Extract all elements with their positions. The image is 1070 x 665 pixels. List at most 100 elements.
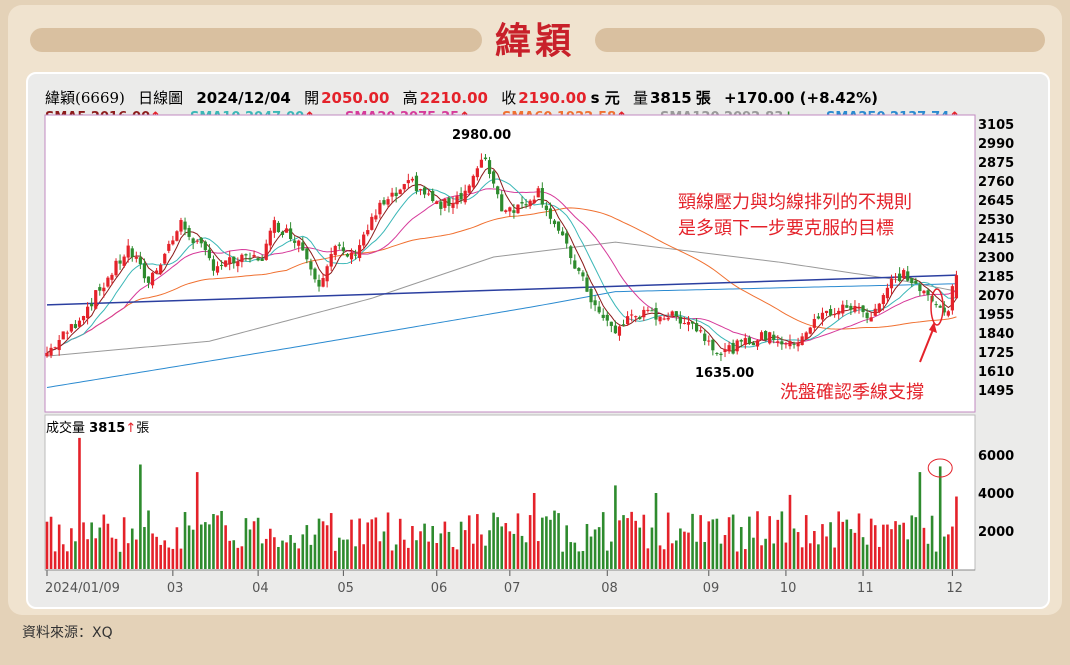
price-tick-label: 2530 xyxy=(978,213,1014,228)
candle-body xyxy=(215,266,220,273)
candle-body xyxy=(382,200,386,205)
candle-body xyxy=(390,192,394,197)
candle-body xyxy=(816,316,820,319)
candle-body xyxy=(146,276,151,283)
volume-bar xyxy=(532,493,536,569)
support-circle xyxy=(930,288,944,326)
volume-bar xyxy=(309,544,313,569)
volume-bar xyxy=(878,546,881,569)
candle-body xyxy=(341,247,345,252)
volume-bar xyxy=(829,522,832,569)
candle-body xyxy=(394,192,398,197)
candle-body xyxy=(203,241,207,251)
volume-bar xyxy=(890,529,893,569)
volume-bar xyxy=(508,531,512,569)
x-tick-label: 12 xyxy=(946,581,963,596)
volume-bar xyxy=(175,527,179,569)
volume-bar xyxy=(321,521,325,569)
candle-body xyxy=(853,305,857,312)
high-label: 2980.00 xyxy=(452,128,512,143)
candle-body xyxy=(325,266,329,282)
candle-body xyxy=(820,312,825,320)
x-tick-label: 06 xyxy=(431,581,448,596)
candle-body xyxy=(759,332,764,340)
candle-body xyxy=(849,305,853,310)
volume-bar xyxy=(443,521,447,569)
volume-bar xyxy=(171,548,175,569)
candle-body xyxy=(703,333,707,341)
volume-bar xyxy=(614,485,617,569)
volume-bar xyxy=(760,545,763,569)
volume-bar xyxy=(597,527,601,569)
candle-body xyxy=(796,342,800,347)
volume-bar xyxy=(447,531,451,569)
volume-bar xyxy=(49,516,53,569)
volume-bar xyxy=(358,518,361,569)
volume-bar xyxy=(695,541,698,569)
candle-body xyxy=(418,189,423,191)
candle-body xyxy=(431,191,435,201)
volume-bar xyxy=(780,511,784,569)
volume-bar xyxy=(626,518,629,569)
candle-body xyxy=(45,352,49,357)
volume-bar xyxy=(467,515,471,569)
volume-bar xyxy=(618,520,621,569)
volume-bar xyxy=(167,547,171,569)
candle-body xyxy=(597,306,601,313)
candle-body xyxy=(289,228,293,240)
volume-bar xyxy=(865,544,869,569)
volume-bar xyxy=(90,522,93,569)
candle-body xyxy=(443,199,447,208)
volume-bar xyxy=(297,548,301,569)
candle-body xyxy=(77,320,82,327)
candle-body xyxy=(893,276,898,278)
volume-bar xyxy=(374,517,378,569)
candle-body xyxy=(768,332,772,344)
volume-bar xyxy=(463,530,467,569)
volume-bar xyxy=(427,541,430,569)
candle-body xyxy=(236,261,240,267)
candle-body xyxy=(317,279,321,287)
candle-body xyxy=(739,340,743,342)
volume-bar xyxy=(634,520,637,569)
candle-body xyxy=(800,336,804,346)
sma250-line xyxy=(46,283,957,388)
candle-body xyxy=(232,256,236,264)
volume-bar xyxy=(57,524,61,569)
volume-bar xyxy=(922,527,926,569)
volume-bar xyxy=(273,537,276,569)
volume-bar xyxy=(914,517,918,569)
candle-body xyxy=(508,207,512,212)
candle-body xyxy=(329,254,333,267)
volume-bar xyxy=(208,524,211,569)
candle-body xyxy=(337,244,341,246)
candle-body xyxy=(865,312,869,319)
volume-bar xyxy=(565,525,568,569)
price-tick-label: 3105 xyxy=(978,118,1014,133)
candle-body xyxy=(926,290,930,295)
volume-bar xyxy=(78,437,81,569)
candle-body xyxy=(159,264,163,274)
volume-bar xyxy=(151,533,154,569)
candle-body xyxy=(496,186,500,195)
volume-bar xyxy=(325,525,329,569)
candle-body xyxy=(605,314,609,321)
candle-body xyxy=(918,284,922,292)
volume-bar xyxy=(951,526,954,569)
volume-bar xyxy=(622,515,625,569)
volume-bar xyxy=(390,550,394,569)
candle-body xyxy=(362,234,366,246)
volume-bar xyxy=(934,551,938,569)
volume-bar xyxy=(411,526,414,569)
sma60-line xyxy=(46,207,957,354)
candle-body xyxy=(414,175,419,192)
volume-bar xyxy=(512,533,516,569)
volume-bar xyxy=(139,464,142,569)
volume-bar xyxy=(394,544,398,569)
volume-bar xyxy=(849,529,853,569)
candle-body xyxy=(49,347,53,356)
volume-bar xyxy=(670,543,674,569)
candle-body xyxy=(792,343,796,345)
volume-bar xyxy=(439,533,443,569)
candle-body xyxy=(435,201,439,204)
